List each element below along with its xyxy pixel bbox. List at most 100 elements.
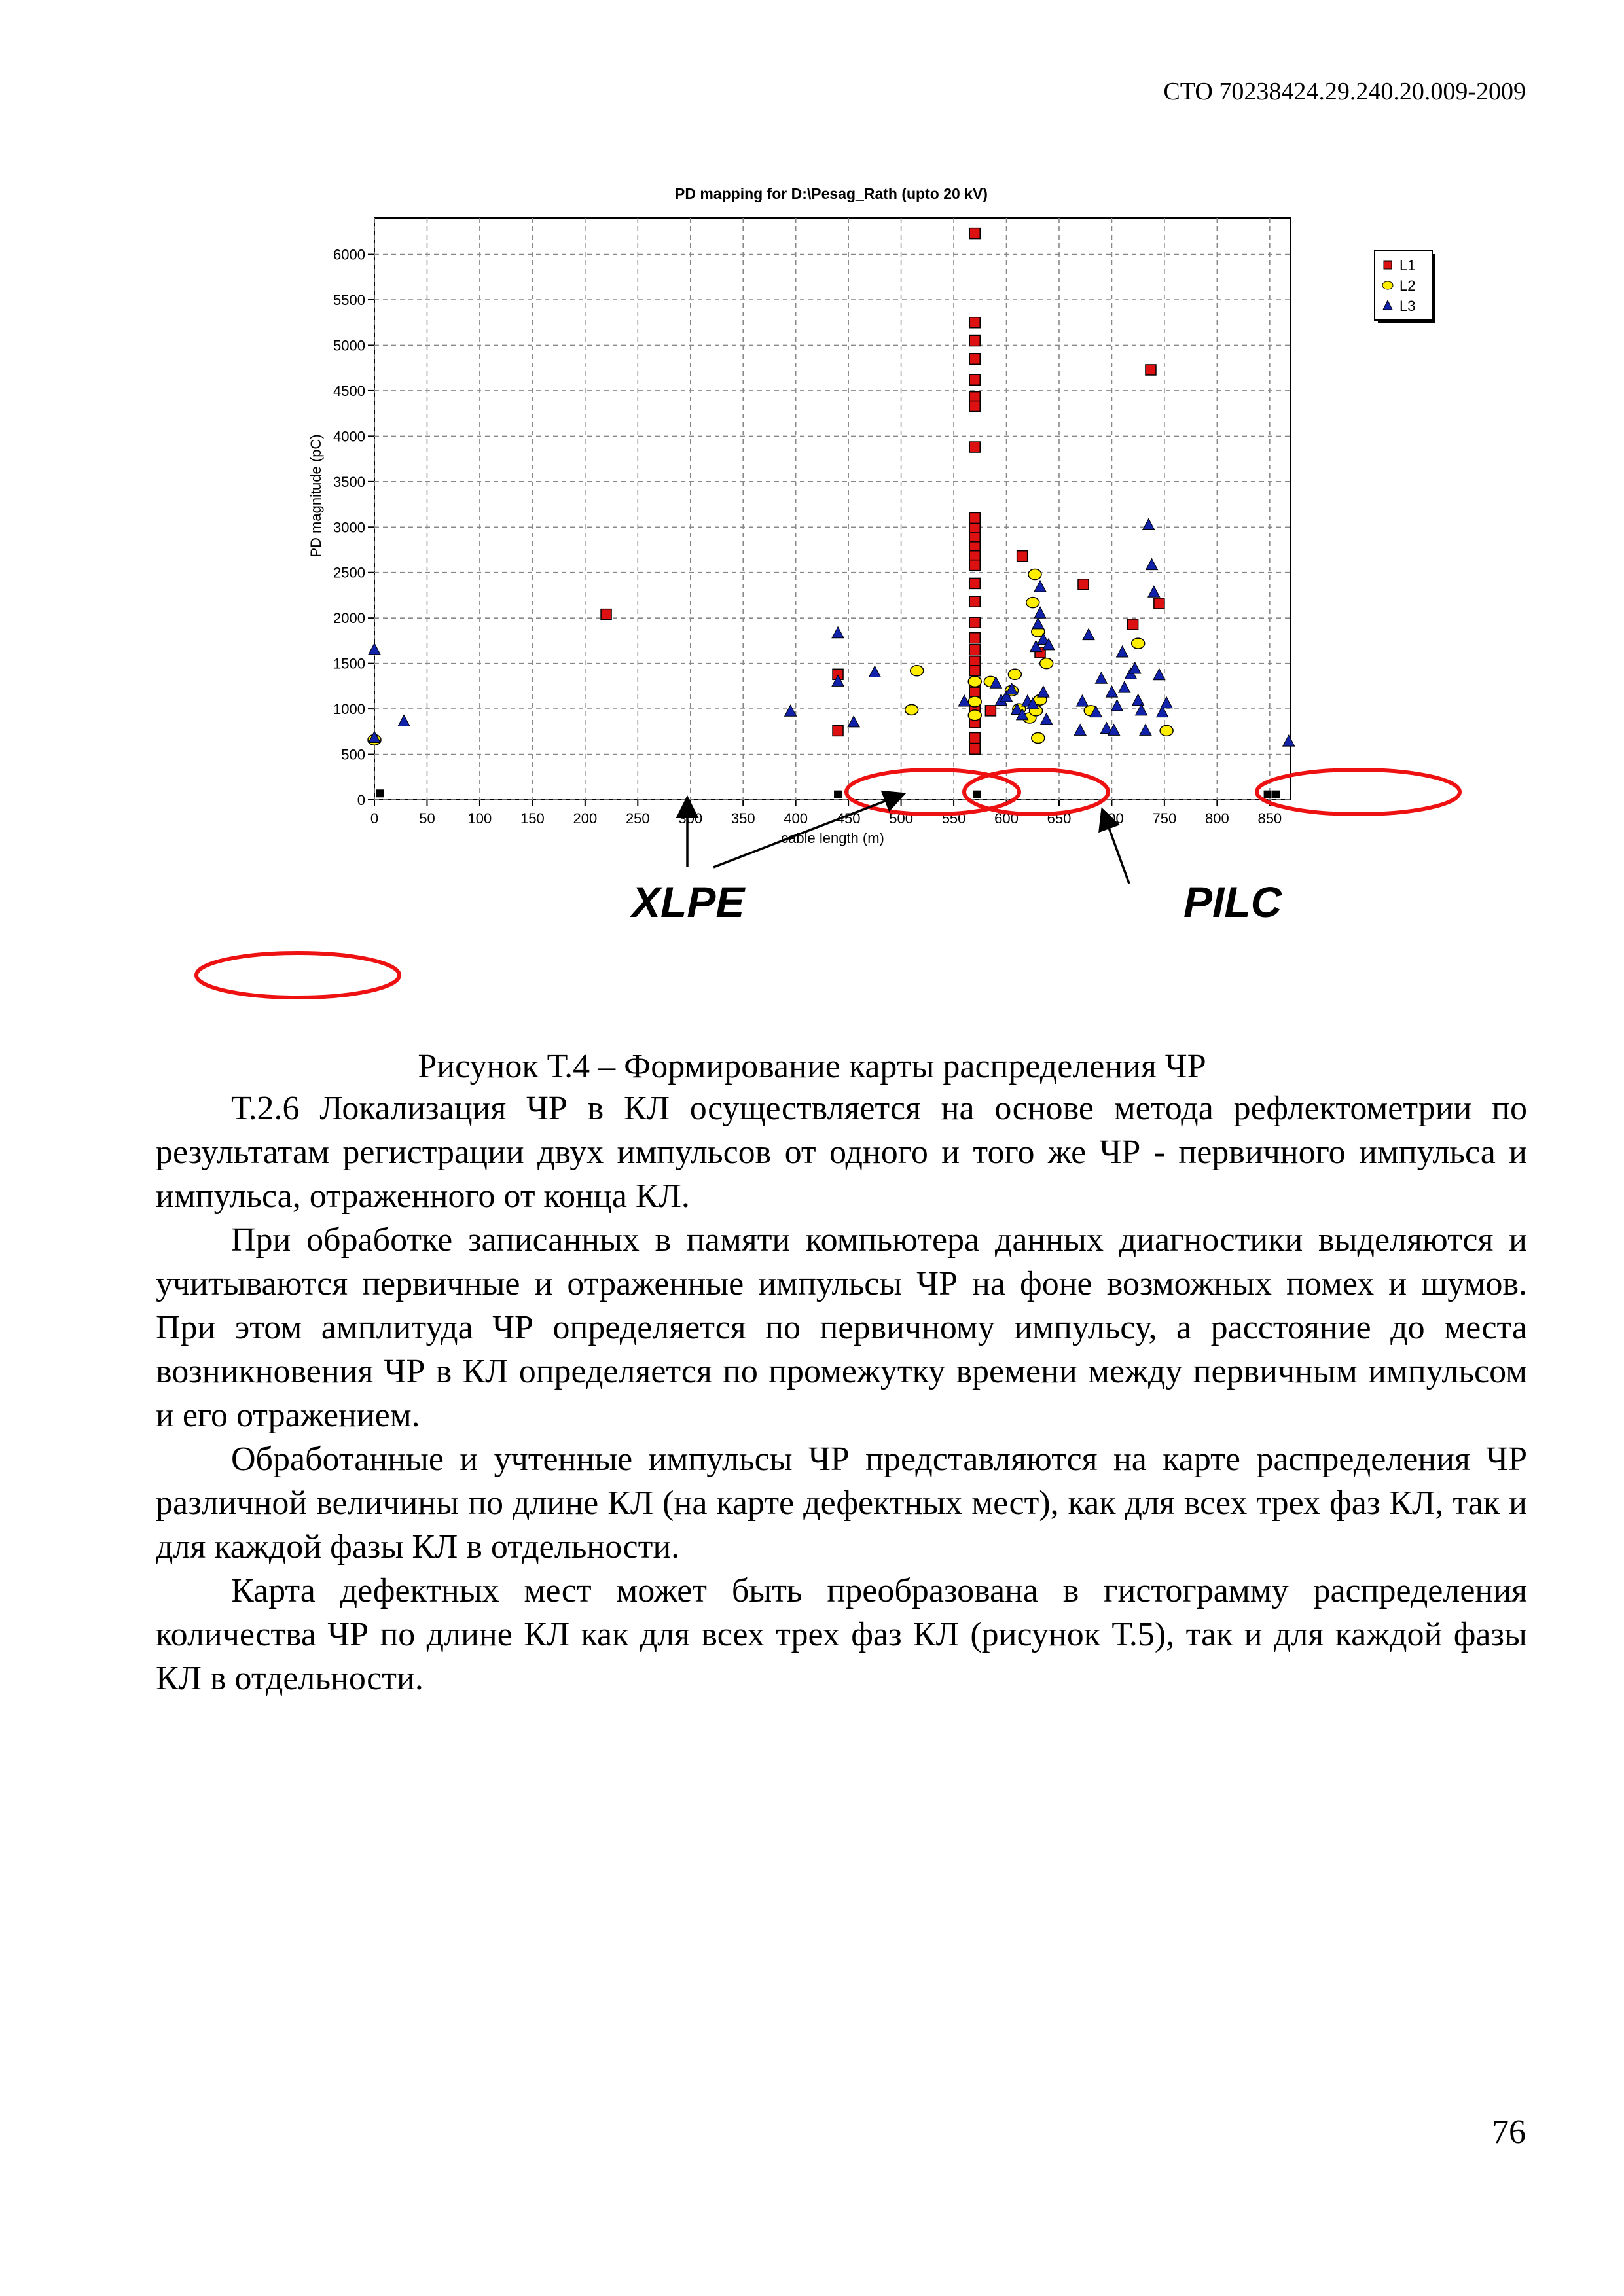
data-point-l3 [1142,518,1155,531]
y-tick-label: 4500 [333,383,365,399]
x-tick-label: 100 [468,810,492,827]
xlpe-label: XLPE [632,878,745,926]
data-point-l1 [969,441,981,453]
data-point-l1 [1153,598,1165,609]
legend-marker-l3 [1382,299,1393,310]
data-point-l3 [1134,703,1148,716]
data-point-l1 [969,577,981,590]
data-point-l1 [1077,579,1089,590]
data-point-l3 [397,714,410,727]
data-point-l2 [1028,568,1042,581]
baseline-marker [1272,790,1280,798]
data-point-l3 [1107,723,1121,736]
data-point-l2 [967,709,982,721]
data-point-l3 [847,715,861,728]
data-point-l3 [1105,685,1119,698]
legend-marker-l2 [1382,281,1394,290]
chart-title: PD mapping for D:\Pesag_Rath (upto 20 kV… [675,185,988,202]
y-axis-label: PD magnitude (pC) [308,434,324,557]
data-point-l3 [868,665,882,678]
highlight-ellipse [844,768,1021,816]
data-point-l2 [904,704,919,716]
data-point-l1 [1145,364,1157,376]
data-point-l3 [1089,705,1103,718]
highlight-ellipse [194,951,401,999]
pilc-label: PILC [1183,878,1282,926]
legend-label: L2 [1399,278,1415,294]
data-point-l1 [969,374,981,386]
xlpe-arrow-diagonal [713,790,907,869]
data-point-l1 [984,705,997,717]
data-point-l3 [831,674,844,687]
baseline-marker [973,790,981,798]
data-point-l2 [967,675,982,688]
y-tick-label: 1500 [333,656,365,672]
data-point-l2 [1007,668,1022,681]
data-point-l3 [1094,672,1108,684]
x-tick-label: 750 [1153,810,1177,827]
highlight-ellipse [1255,768,1462,816]
data-point-l3 [1026,697,1039,709]
y-tick-label: 3500 [333,474,365,490]
data-point-l1 [969,743,981,755]
baseline-marker [376,789,384,798]
data-point-l2 [1039,657,1054,670]
data-point-l3 [1082,628,1095,641]
data-point-l2 [1130,637,1146,649]
data-point-l3 [1037,685,1050,698]
x-tick-label: 200 [573,810,597,827]
data-point-l3 [1005,682,1019,695]
x-tick-label: 800 [1205,810,1229,827]
data-point-l1 [969,632,981,644]
data-point-l2 [1159,725,1174,737]
data-point-l1 [969,732,981,744]
data-point-l1 [969,227,981,240]
data-point-l3 [1015,708,1029,721]
data-point-l2 [1025,596,1040,609]
plot-area [374,217,1291,800]
y-tick-label: 1000 [333,701,365,717]
paragraph: Т.2.6 Локализация ЧР в КЛ осуществляется… [156,1090,1527,1215]
data-point-l1 [969,559,981,571]
data-point-l3 [1153,668,1166,681]
data-point-l1 [969,596,981,607]
data-point-l3 [1039,712,1053,725]
y-tick-label: 2000 [333,610,365,626]
paragraph: При обработке записанных в памяти компью… [156,1221,1527,1434]
data-point-l3 [1155,705,1169,718]
data-point-l3 [1128,661,1142,674]
pilc-arrow [1098,807,1130,884]
data-point-l3 [1034,606,1047,619]
data-point-l1 [969,400,981,412]
legend-marker-l1 [1383,260,1392,270]
y-tick-label: 0 [357,792,365,808]
data-point-l3 [1117,681,1131,693]
y-tick-label: 3000 [333,519,365,535]
data-point-l1 [969,353,981,365]
data-point-l3 [1029,639,1043,653]
page-number: 76 [1492,2113,1526,2151]
document-code: СТО 70238424.29.240.20.009-2009 [1163,78,1526,105]
body-text: Т.2.6 Локализация ЧР в КЛ осуществляется… [156,1086,1527,1700]
data-point-l1 [969,617,981,628]
data-point-l1 [1127,619,1139,630]
data-point-l1 [600,608,612,620]
data-point-l3 [1000,689,1013,702]
data-point-l3 [1115,645,1129,658]
legend-label: L3 [1399,298,1415,314]
data-point-l3 [1147,585,1161,598]
data-point-l1 [969,512,981,524]
data-point-l3 [1145,558,1159,571]
data-point-l3 [1131,693,1145,706]
data-point-l1 [832,725,844,737]
data-point-l3 [1031,617,1045,630]
data-point-l3 [1139,723,1152,736]
data-point-l2 [967,696,982,708]
y-tick-label: 5500 [333,292,365,308]
highlight-ellipse [962,768,1110,816]
data-point-l1 [969,644,981,656]
data-point-l3 [1282,734,1295,747]
data-point-l1 [1016,550,1028,562]
data-point-l2 [909,665,924,677]
figure-caption: Рисунок Т.4 – Формирование карты распред… [418,1048,1206,1085]
